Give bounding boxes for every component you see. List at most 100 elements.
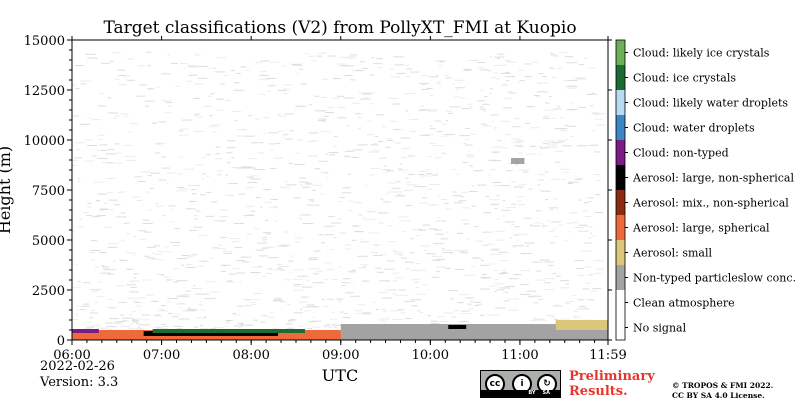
noise-cell [260,60,270,62]
noise-cell [258,255,268,257]
noise-cell [308,259,318,261]
noise-cell [359,61,365,63]
noise-cell [200,293,210,295]
noise-cell [320,171,326,173]
noise-cell [444,203,449,205]
noise-cell [505,71,509,73]
noise-cell [569,212,578,214]
noise-cell [246,176,254,178]
x-tick-label: 11:59 [589,348,626,363]
y-tick-label: 10000 [24,134,65,149]
noise-cell [503,270,506,272]
noise-cell [115,162,123,164]
noise-cell [543,143,549,145]
noise-cell [263,232,272,234]
noise-cell [154,253,162,255]
noise-cell [139,238,147,240]
noise-cell [489,56,493,58]
noise-cell [500,120,511,122]
noise-cell [555,304,558,306]
noise-cell [90,216,98,218]
noise-cell [302,306,309,308]
noise-cell [229,238,240,240]
noise-cell [199,194,206,196]
noise-cell [504,286,515,288]
noise-cell [85,53,97,55]
noise-cell [262,117,270,119]
noise-cell [214,71,226,73]
noise-cell [140,176,143,178]
noise-cell [552,198,558,200]
noise-cell [358,267,366,269]
noise-cell [551,76,558,78]
noise-cell [232,267,240,269]
noise-cell [170,62,179,64]
noise-cell [240,323,244,325]
noise-cell [448,290,458,292]
noise-cell [300,83,307,85]
noise-cell [146,279,153,281]
noise-cell [503,107,513,109]
noise-cell [350,295,360,297]
noise-cell [251,266,259,268]
noise-cell [491,121,494,123]
noise-cell [269,311,274,313]
noise-cell [191,288,202,290]
noise-cell [248,158,257,160]
noise-cell [315,110,327,112]
noise-cell [323,226,333,228]
x-tick-label: 11:00 [501,348,538,363]
noise-cell [498,287,510,289]
noise-cell [373,244,380,246]
noise-cell [246,214,255,216]
legend-swatch [616,40,625,65]
noise-cell [506,80,510,82]
noise-cell [525,153,537,155]
copyright-notice: © TROPOS & FMI 2022. CC BY SA 4.0 Licens… [672,381,774,400]
classification-regions [72,158,608,340]
noise-cell [99,92,104,94]
noise-cell [227,162,231,164]
noise-cell [342,187,351,189]
noise-cell [306,306,317,308]
noise-cell [154,314,161,316]
noise-cell [308,321,316,323]
noise-cell [188,230,197,232]
noise-cell [127,58,135,60]
noise-cell [455,89,459,91]
noise-cell [279,186,290,188]
noise-cell [570,136,574,138]
noise-cell [194,215,199,217]
noise-cell [385,289,388,291]
noise-cell [97,134,105,136]
noise-cell [107,299,113,301]
noise-cell [551,146,559,148]
noise-cell [273,157,283,159]
noise-cell [124,115,129,117]
noise-cell [263,189,271,191]
noise-cell [545,146,555,148]
noise-cell [194,83,204,85]
noise-cell [541,223,544,225]
noise-cell [381,320,387,322]
noise-cell [432,145,444,147]
noise-cell [406,268,410,270]
noise-cell [518,203,526,205]
noise-cell [273,269,284,271]
noise-cell [121,240,125,242]
noise-cell [188,307,191,309]
noise-cell [339,197,345,199]
legend-swatch [616,290,625,315]
noise-cell [81,305,90,307]
noise-cell [85,214,93,216]
noise-cell [339,311,344,313]
noise-cell [479,264,490,266]
noise-cell [161,73,171,75]
noise-cell [538,72,544,74]
noise-cell [140,171,151,173]
noise-cell [292,319,296,321]
noise-cell [501,72,511,74]
noise-cell [217,174,222,176]
noise-cell [463,69,471,71]
noise-cell [438,195,441,197]
